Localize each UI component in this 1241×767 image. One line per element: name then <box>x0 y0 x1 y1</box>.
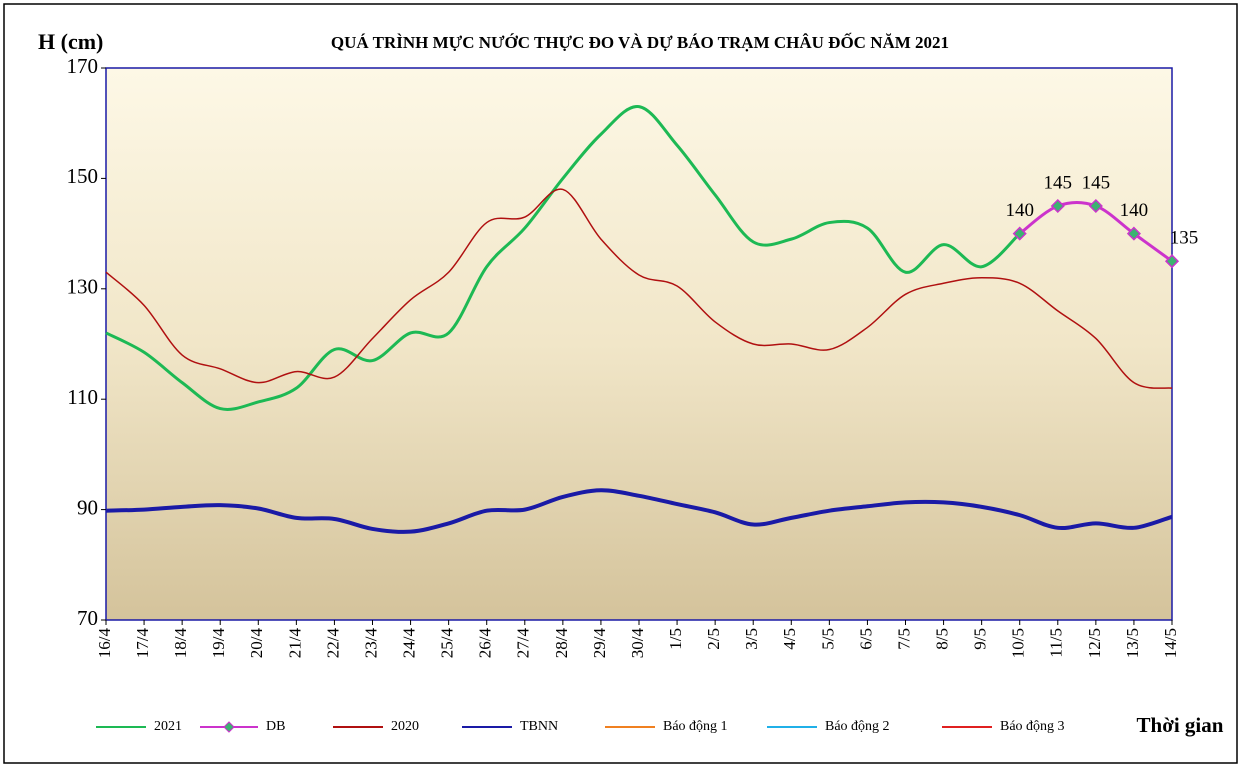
x-tick-label: 25/4 <box>438 628 457 659</box>
plot-area <box>105 67 1173 621</box>
data-label: 140 <box>1005 200 1034 221</box>
y-tick-label: 150 <box>67 164 99 188</box>
x-tick-label: 21/4 <box>285 628 304 659</box>
legend-label: TBNN <box>520 719 558 734</box>
legend-label: Báo động 1 <box>663 719 728 734</box>
x-tick-label: 10/5 <box>1009 628 1028 658</box>
x-tick-label: 17/4 <box>133 628 152 659</box>
marker <box>1012 226 1027 241</box>
x-tick-label: 3/5 <box>742 628 761 650</box>
x-tick-label: 7/5 <box>894 628 913 650</box>
y-tick-label: 130 <box>67 275 99 299</box>
data-label: 145 <box>1082 172 1111 193</box>
x-tick-label: 30/4 <box>628 628 647 659</box>
data-label: 145 <box>1044 172 1073 193</box>
x-tick-label: 27/4 <box>514 628 533 659</box>
y-tick-label: 70 <box>77 606 98 630</box>
legend-label: Báo động 3 <box>1000 719 1065 734</box>
x-tick-label: 22/4 <box>323 628 342 659</box>
x-tick-label: 5/5 <box>818 628 837 650</box>
chart-title: QUÁ TRÌNH MỰC NƯỚC THỰC ĐO VÀ DỰ BÁO TRẠ… <box>331 32 949 52</box>
legend-label: 2021 <box>154 719 182 734</box>
x-tick-label: 9/5 <box>971 628 990 650</box>
x-tick-label: 6/5 <box>856 628 875 650</box>
x-tick-label: 8/5 <box>932 628 951 650</box>
y-tick-label: 170 <box>67 54 99 78</box>
data-label: 135 <box>1170 228 1199 249</box>
y-tick-label: 110 <box>67 385 98 409</box>
x-tick-label: 4/5 <box>780 628 799 650</box>
x-tick-label: 29/4 <box>590 628 609 659</box>
marker <box>1088 198 1103 214</box>
x-tick-label: 20/4 <box>247 628 266 659</box>
x-axis-label: Thời gian <box>1137 713 1224 737</box>
legend-marker <box>223 721 235 733</box>
x-tick-label: 2/5 <box>704 628 723 650</box>
series-line <box>105 188 1173 389</box>
series-line <box>105 105 1021 411</box>
marker <box>1126 226 1141 241</box>
x-tick-label: 26/4 <box>476 628 495 659</box>
x-tick-label: 11/5 <box>1047 628 1066 658</box>
series-line <box>105 488 1173 534</box>
marker <box>1164 254 1180 269</box>
marker <box>1050 198 1065 214</box>
x-tick-label: 16/4 <box>95 628 114 659</box>
x-tick-label: 12/5 <box>1085 628 1104 658</box>
legend-label: DB <box>266 719 285 734</box>
x-tick-label: 14/5 <box>1161 628 1180 658</box>
x-tick-label: 19/4 <box>209 628 228 659</box>
legend-label: Báo động 2 <box>825 719 890 734</box>
y-tick-label: 90 <box>77 495 98 519</box>
legend-label: 2020 <box>391 719 419 734</box>
x-tick-label: 13/5 <box>1123 628 1142 658</box>
x-tick-label: 18/4 <box>171 628 190 659</box>
x-tick-label: 28/4 <box>552 628 571 659</box>
x-tick-label: 23/4 <box>361 628 380 659</box>
x-tick-label: 1/5 <box>666 628 685 650</box>
y-axis-label: H (cm) <box>38 29 103 54</box>
x-tick-label: 24/4 <box>399 628 418 659</box>
data-label: 140 <box>1120 200 1149 221</box>
